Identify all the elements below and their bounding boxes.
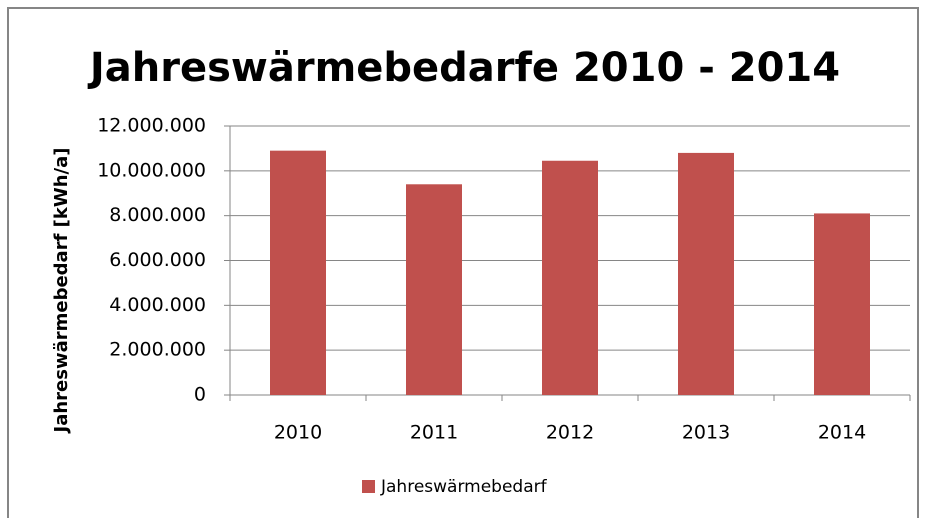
bar — [270, 150, 326, 395]
y-tick-label: 0 — [194, 384, 206, 406]
y-axis-label: Jahreswärmebedarf [kWh/a] — [51, 148, 72, 435]
y-tick-label: 2.000.000 — [109, 339, 206, 361]
y-tick-label: 6.000.000 — [109, 249, 206, 271]
y-tick-label: 4.000.000 — [109, 294, 206, 316]
x-tick-label: 2012 — [546, 422, 594, 444]
x-tick-label: 2010 — [274, 422, 322, 444]
y-tick-label: 10.000.000 — [97, 159, 206, 181]
x-tick-label: 2014 — [818, 422, 866, 444]
y-tick-label: 12.000.000 — [97, 115, 206, 137]
bar — [678, 152, 734, 395]
x-tick-label: 2011 — [410, 422, 458, 444]
bar — [814, 213, 870, 395]
x-tick-label: 2013 — [682, 422, 730, 444]
legend-label: Jahreswärmebedarf — [380, 477, 548, 497]
bar — [542, 160, 598, 395]
y-tick-label: 8.000.000 — [109, 204, 206, 226]
legend-swatch — [362, 480, 375, 493]
chart-title: Jahreswärmebedarfe 2010 - 2014 — [87, 45, 840, 91]
chart-border — [7, 7, 919, 518]
bar — [406, 184, 462, 395]
